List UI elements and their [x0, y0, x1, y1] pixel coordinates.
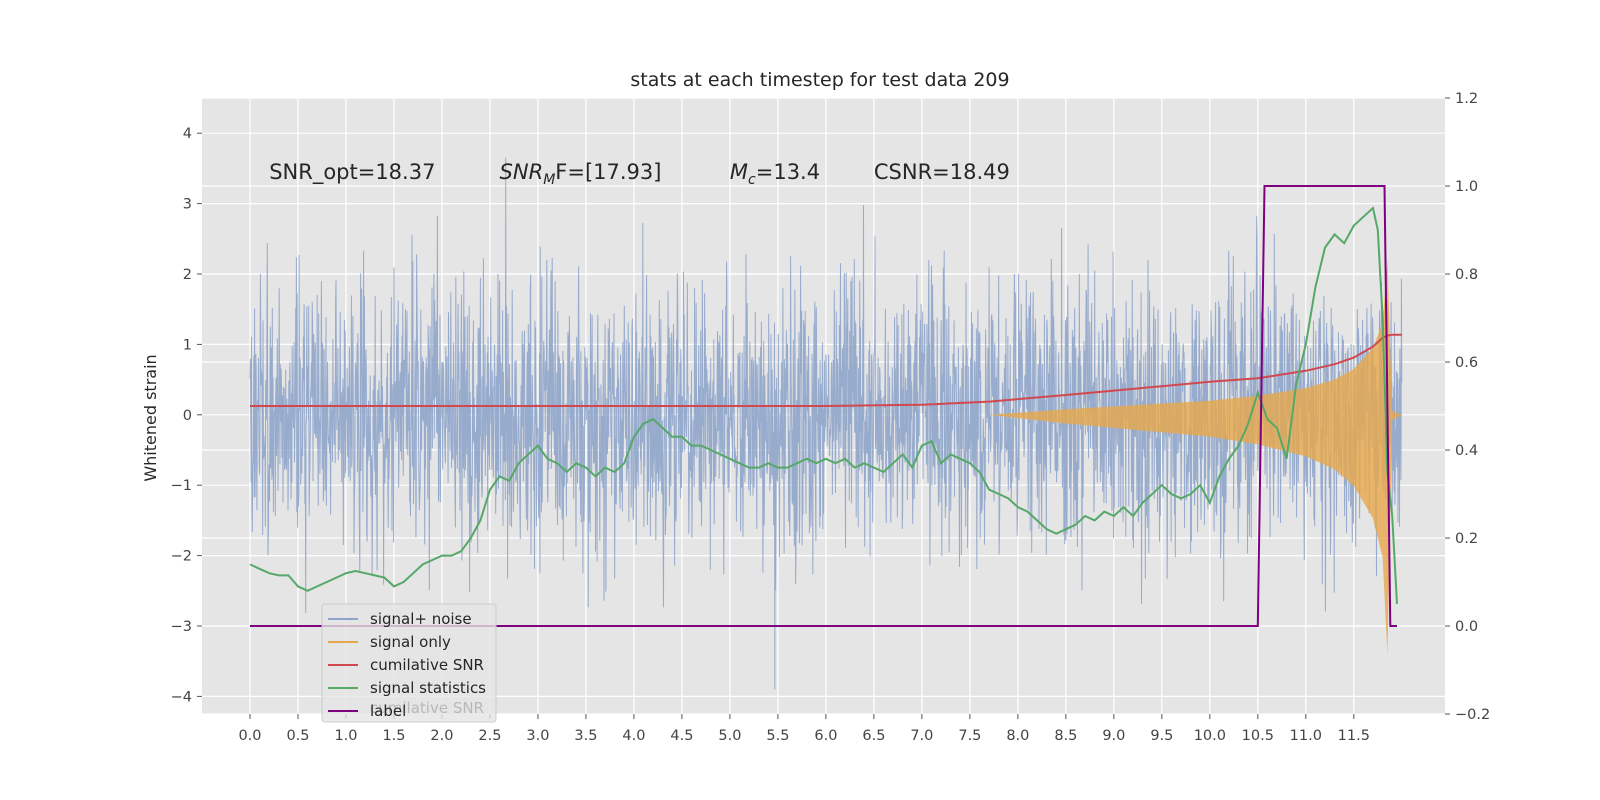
legend-label-label: label	[370, 702, 406, 720]
legend-label-signal-only: signal only	[370, 633, 451, 651]
annotation-2: Mc=13.4	[730, 160, 820, 188]
cumilative-snr-line	[250, 333, 1402, 407]
legend: cumilative SNR signal+ noise signal only cu…	[321, 603, 497, 723]
annotation-0: SNR_opt=18.37	[269, 160, 435, 185]
x-tick-label: 9.5	[1150, 728, 1173, 744]
x-tick-label: 1.0	[334, 728, 357, 744]
y2-tick-label: 0.6	[1455, 355, 1478, 371]
chart-title: stats at each timestep for test data 209	[630, 69, 1009, 91]
x-tick-label: 8.5	[1054, 728, 1077, 744]
annotations-group: SNR_opt=18.37 SNRMF=[17.93] Mc=13.4 CSNR=18…	[269, 160, 1010, 188]
y2-tick-label: 0.4	[1455, 443, 1478, 459]
y-tick-label: −4	[171, 689, 192, 705]
y-tick-label: −2	[171, 549, 192, 565]
x-tick-label: 6.5	[862, 728, 885, 744]
y-axis-label: Whitened strain	[141, 354, 160, 481]
y-tick-label: 4	[183, 126, 192, 142]
y-tick-label: 1	[183, 337, 192, 353]
x-tick-label: 1.5	[382, 728, 405, 744]
axes-group: 0.0 0.5 1.0 1.5 2.0 2.5 3.0 3.5 4.0 4.5 5.0 5.5 6.0 6…	[171, 91, 1491, 744]
line-series-group	[249, 185, 1402, 627]
x-tick-label: 6.0	[814, 728, 837, 744]
signal-noise-line	[249, 157, 1403, 690]
x-tick-label: 7.5	[958, 728, 981, 744]
y-tick-label: 3	[183, 197, 192, 213]
label-line	[250, 185, 1397, 627]
y2-tick-label: 0.2	[1455, 531, 1478, 547]
x-tick-label: 3.0	[526, 728, 549, 744]
y-tick-label: 2	[183, 267, 192, 283]
x-tick-label: 4.0	[622, 728, 645, 744]
x-tick-label: 2.5	[478, 728, 501, 744]
x-tick-label: 10.0	[1194, 728, 1226, 744]
y2-tick-label: 0.0	[1455, 619, 1478, 635]
x-tick-label: 10.5	[1242, 728, 1274, 744]
y2-tick-label: 1.2	[1455, 91, 1478, 107]
x-tick-label: 9.0	[1102, 728, 1125, 744]
x-tick-label: 5.0	[718, 728, 741, 744]
x-tick-label: 0.0	[238, 728, 261, 744]
x-tick-label: 11.5	[1338, 728, 1370, 744]
legend-label-signal-statistics: signal statistics	[370, 679, 486, 697]
legend-box	[321, 603, 497, 723]
annotation-3: CSNR=18.49	[874, 160, 1010, 184]
y-tick-label: −3	[171, 619, 192, 635]
signal-only-series	[989, 259, 1402, 655]
y-tick-label: −1	[171, 478, 192, 494]
signal-only-envelope	[989, 259, 1402, 655]
x-tick-label: 11.0	[1290, 728, 1322, 744]
legend-ghost-label: cumilative SNR	[370, 699, 484, 717]
y-tick-label: 0	[183, 408, 192, 424]
legend-label-signal-noise: signal+ noise	[370, 610, 472, 628]
x-tick-label: 0.5	[286, 728, 309, 744]
y2-tick-label: −0.2	[1455, 707, 1490, 723]
x-tick-label: 2.0	[430, 728, 453, 744]
y2-tick-label: 1.0	[1455, 179, 1478, 195]
legend-label-cumilative-snr: cumilative SNR	[370, 656, 484, 674]
x-tick-label: 5.5	[766, 728, 789, 744]
x-tick-label: 7.0	[910, 728, 933, 744]
x-tick-label: 8.0	[1006, 728, 1029, 744]
x-tick-label: 3.5	[574, 728, 597, 744]
signal-statistics-line	[249, 206, 1398, 605]
annotation-1: SNRMF=[17.93]	[500, 160, 662, 188]
signal-noise-series	[249, 157, 1403, 690]
x-tick-label: 4.5	[670, 728, 693, 744]
y2-tick-label: 0.8	[1455, 267, 1478, 283]
